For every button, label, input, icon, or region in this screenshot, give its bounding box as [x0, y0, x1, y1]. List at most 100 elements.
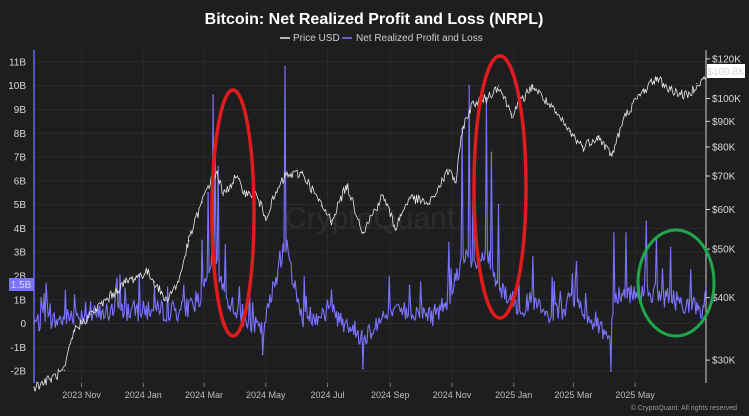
- nrpl-point: [576, 261, 578, 263]
- price-point: [111, 294, 112, 295]
- right-badge-value: $109.8K: [707, 67, 745, 78]
- left-tick-label: 8B: [14, 129, 27, 140]
- price-point: [362, 232, 363, 233]
- nrpl-point: [498, 204, 500, 206]
- right-tick-label: $40K: [712, 293, 736, 304]
- nrpl-point: [610, 370, 612, 372]
- nrpl-point: [284, 66, 286, 68]
- nrpl-point: [74, 294, 76, 296]
- x-tick-label: 2024 Sep: [371, 390, 410, 400]
- price-point: [217, 172, 218, 173]
- price-point: [486, 98, 487, 99]
- nrpl-point: [183, 285, 185, 287]
- nrpl-point: [434, 304, 436, 306]
- nrpl-point: [217, 166, 219, 168]
- footer-credit: © CryptoQuant. All rights reserved: [631, 404, 737, 412]
- nrpl-point: [90, 301, 92, 303]
- x-tick-label: 2024 Nov: [433, 390, 472, 400]
- price-point: [498, 85, 499, 86]
- legend: Price USD Net Realized Profit and Loss: [280, 33, 483, 44]
- right-tick-label: $70K: [712, 171, 736, 182]
- left-tick-label: 0: [20, 319, 26, 330]
- price-point: [696, 83, 697, 84]
- price-point: [207, 185, 208, 186]
- price-point: [74, 329, 75, 330]
- x-tick-label: 2023 Nov: [62, 390, 101, 400]
- x-tick-label: 2025 May: [615, 390, 655, 400]
- left-tick-label: 1B: [14, 295, 27, 306]
- right-current-badge: $109.8K: [707, 64, 745, 78]
- price-point: [235, 177, 236, 178]
- nrpl-point: [409, 285, 411, 287]
- left-tick-label: 5B: [14, 200, 27, 211]
- right-tick-label: $120K: [712, 54, 741, 65]
- left-tick-label: -2B: [10, 367, 26, 378]
- x-tick-label: 2024 Jul: [310, 390, 344, 400]
- left-tick-label: 10B: [8, 81, 26, 92]
- nrpl-point: [645, 220, 647, 222]
- nrpl-point: [382, 311, 384, 313]
- x-tick-label: 2024 Jan: [125, 390, 162, 400]
- x-tick-label: 2025 Jan: [495, 390, 532, 400]
- x-tick-label: 2024 Mar: [185, 390, 223, 400]
- left-tick-label: 4B: [14, 224, 27, 235]
- price-point: [455, 182, 456, 183]
- nrpl-point: [491, 151, 493, 153]
- price-point: [331, 220, 332, 221]
- x-tick-label: 2025 Mar: [554, 390, 592, 400]
- price-point: [33, 386, 34, 387]
- nrpl-point: [362, 368, 364, 370]
- nrpl-point: [201, 239, 203, 241]
- legend-price-label[interactable]: Price USD: [293, 33, 340, 44]
- price-point: [569, 131, 570, 132]
- price-point: [611, 155, 612, 156]
- nrpl-point: [625, 232, 627, 234]
- price-point: [473, 102, 474, 103]
- nrpl-point: [532, 256, 534, 258]
- price-point: [395, 228, 396, 229]
- nrpl-point: [262, 354, 264, 356]
- price-point: [547, 102, 548, 103]
- left-tick-label: 6B: [14, 176, 27, 187]
- nrpl-point: [242, 304, 244, 306]
- right-tick-label: $80K: [712, 142, 736, 153]
- nrpl-point: [224, 244, 226, 246]
- nrpl-point: [300, 308, 302, 310]
- price-point: [284, 175, 285, 176]
- price-point: [154, 281, 155, 282]
- price-point: [448, 169, 449, 170]
- left-badge-value: 1.5B: [11, 280, 32, 291]
- price-point: [670, 89, 671, 90]
- price-point: [532, 85, 533, 86]
- price-point: [302, 172, 303, 173]
- right-tick-label: $100K: [712, 94, 741, 105]
- chart-title: Bitcoin: Net Realized Profit and Loss (N…: [205, 11, 544, 28]
- x-tick-label: 2024 May: [246, 390, 286, 400]
- left-current-badge: 1.5B: [9, 278, 34, 291]
- nrpl-point: [613, 232, 615, 234]
- price-point: [463, 126, 464, 127]
- left-tick-label: 3B: [14, 248, 27, 259]
- price-point: [165, 300, 166, 301]
- nrpl-point: [546, 311, 548, 313]
- price-point: [201, 202, 202, 203]
- right-tick-label: $90K: [712, 117, 736, 128]
- price-point: [687, 96, 688, 97]
- price-point: [50, 378, 51, 379]
- price-point: [64, 370, 65, 371]
- legend-nrpl-label[interactable]: Net Realized Profit and Loss: [356, 33, 483, 44]
- right-tick-label: $50K: [712, 245, 736, 256]
- price-point: [321, 205, 322, 206]
- price-point: [346, 185, 347, 186]
- price-point: [644, 89, 645, 90]
- nrpl-point: [115, 285, 117, 287]
- left-tick-label: 11B: [9, 57, 26, 68]
- nrpl-point: [705, 287, 707, 289]
- price-point: [265, 216, 266, 217]
- price-point: [656, 77, 657, 78]
- price-point: [511, 114, 512, 115]
- price-point: [178, 281, 179, 282]
- watermark: CryptoQuant: [285, 202, 456, 235]
- left-tick-label: 7B: [14, 153, 27, 164]
